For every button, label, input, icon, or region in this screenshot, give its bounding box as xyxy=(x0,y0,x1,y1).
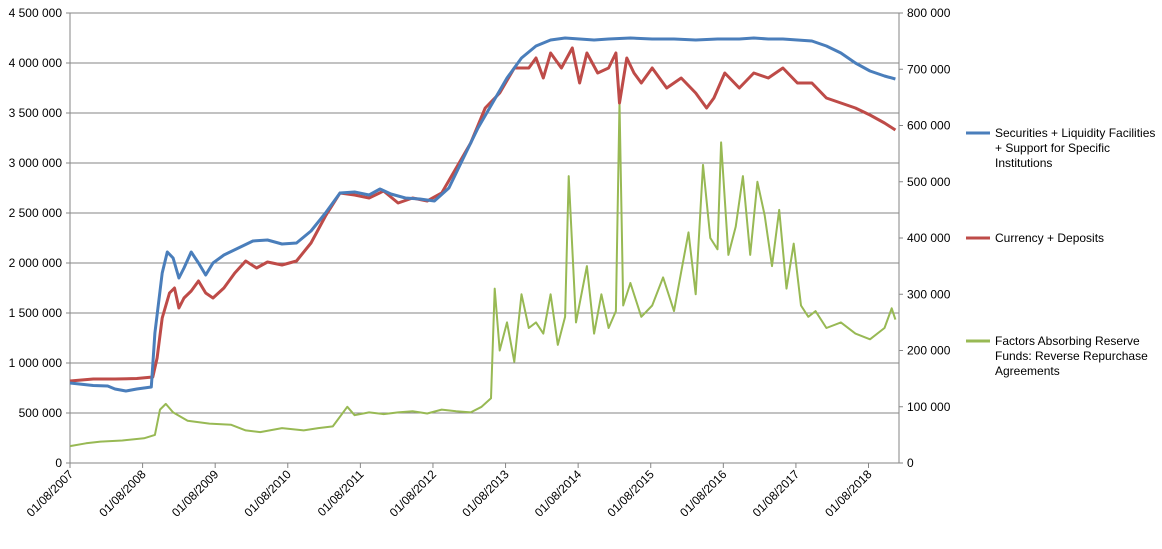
right-tick-label: 700 000 xyxy=(907,62,951,76)
right-tick-label: 400 000 xyxy=(907,231,951,245)
x-axis: 01/08/2007 01/08/2008 01/08/2009 01/08/2010… xyxy=(24,462,899,520)
right-tick-label: 0 xyxy=(907,456,914,470)
x-tick-label: 01/08/2009 xyxy=(169,467,222,520)
left-tick-label: 0 xyxy=(55,456,62,470)
series-line-2 xyxy=(69,46,897,383)
x-tick-label: 01/08/2015 xyxy=(604,467,657,520)
x-tick-label: 01/08/2013 xyxy=(459,467,512,520)
right-axis: 0 100 000 200 000 300 000 400 000 500 000 600 … xyxy=(898,6,951,470)
left-axis: 0 500 000 1 000 000 1 500 000 2 000 000 2 500… xyxy=(9,6,71,470)
x-tick-label: 01/08/2010 xyxy=(242,467,295,520)
right-tick-label: 500 000 xyxy=(907,175,951,189)
right-tick-label: 100 000 xyxy=(907,400,951,414)
x-tick-label: 01/08/2012 xyxy=(387,467,440,520)
legend-item-2: Currency + Deposits xyxy=(966,231,1104,245)
legend-label: Factors Absorbing Reserve Funds: Reverse … xyxy=(995,334,1148,378)
right-tick-label: 300 000 xyxy=(907,287,951,301)
gridlines xyxy=(70,12,899,464)
x-tick-label: 01/08/2016 xyxy=(677,467,730,520)
series-line-1 xyxy=(69,36,896,393)
left-tick-label: 2 500 000 xyxy=(9,206,63,220)
series-line-3 xyxy=(69,102,897,448)
left-tick-label: 2 000 000 xyxy=(9,256,63,270)
left-tick-label: 500 000 xyxy=(19,406,63,420)
legend-label: Securities + Liquidity Facilities + Suppo… xyxy=(995,126,1155,170)
legend: Securities + Liquidity Facilities + Suppo… xyxy=(966,126,1155,378)
x-tick-label: 01/08/2018 xyxy=(822,467,875,520)
series-lines xyxy=(69,36,897,448)
x-tick-label: 01/08/2017 xyxy=(750,467,803,520)
x-tick-label: 01/08/2011 xyxy=(315,467,367,519)
legend-label: Currency + Deposits xyxy=(995,231,1104,245)
right-tick-label: 800 000 xyxy=(907,6,951,20)
left-tick-label: 1 000 000 xyxy=(9,356,63,370)
x-tick-label: 01/08/2014 xyxy=(532,467,585,520)
left-tick-label: 3 000 000 xyxy=(9,156,63,170)
legend-item-1: Securities + Liquidity Facilities + Suppo… xyxy=(966,126,1155,170)
right-tick-label: 600 000 xyxy=(907,119,951,133)
left-tick-label: 4 000 000 xyxy=(9,56,63,70)
right-tick-label: 200 000 xyxy=(907,344,951,358)
x-tick-label: 01/08/2007 xyxy=(24,467,77,520)
left-tick-label: 4 500 000 xyxy=(9,6,63,20)
left-tick-label: 1 500 000 xyxy=(9,306,63,320)
legend-item-3: Factors Absorbing Reserve Funds: Reverse … xyxy=(966,334,1148,378)
left-tick-label: 3 500 000 xyxy=(9,106,63,120)
x-tick-label: 01/08/2008 xyxy=(96,467,149,520)
